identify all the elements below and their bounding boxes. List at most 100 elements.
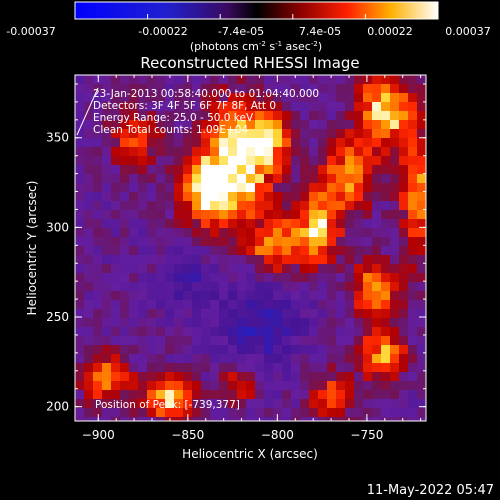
heatmap-cell [111, 156, 121, 166]
heatmap-cell [111, 201, 121, 211]
heatmap-cell [336, 201, 346, 211]
heatmap-cell [237, 363, 247, 373]
heatmap-cell [183, 174, 193, 184]
heatmap-cell [291, 156, 301, 166]
heatmap-cell [264, 111, 274, 121]
heatmap-cell [93, 228, 103, 238]
heatmap-cell [255, 336, 265, 346]
heatmap-cell [300, 102, 310, 112]
heatmap-cell [318, 120, 328, 130]
heatmap-cell [417, 336, 426, 346]
heatmap-cell [102, 354, 112, 364]
heatmap-cell [165, 381, 175, 391]
annotation-peak-position: Position of Peak: [-739,377] [95, 399, 240, 411]
heatmap-cell [363, 219, 373, 229]
heatmap-cell [336, 84, 346, 94]
heatmap-cell [192, 156, 202, 166]
heatmap-cell [363, 138, 373, 148]
heatmap-cell [408, 399, 418, 409]
heatmap-cell [300, 381, 310, 391]
heatmap-cell [246, 273, 256, 283]
heatmap-cell [354, 318, 364, 328]
colorbar-tick-label: -0.00037 [6, 25, 55, 38]
heatmap-cell [255, 255, 265, 265]
heatmap-cell [93, 390, 103, 400]
heatmap-cell [255, 156, 265, 166]
heatmap-cell [318, 264, 328, 274]
heatmap-cell [93, 237, 103, 247]
heatmap-cell [174, 300, 184, 310]
heatmap-cell [237, 138, 247, 148]
heatmap-cell [336, 408, 346, 418]
heatmap-cell [327, 318, 337, 328]
heatmap-cell [300, 354, 310, 364]
heatmap-cell [390, 354, 400, 364]
heatmap-cell [318, 228, 328, 238]
heatmap-cell [93, 291, 103, 301]
heatmap-cell [255, 120, 265, 130]
colorbar-tick-label: 0.00037 [445, 25, 491, 38]
heatmap-cell [336, 237, 346, 247]
heatmap-cell [255, 174, 265, 184]
heatmap-cell [120, 237, 130, 247]
heatmap-cell [291, 372, 301, 382]
heatmap-cell [156, 120, 166, 130]
heatmap-cell [309, 381, 319, 391]
heatmap-cell [282, 399, 292, 409]
heatmap-cell [201, 345, 211, 355]
heatmap-cell [174, 363, 184, 373]
heatmap-cell [408, 255, 418, 265]
heatmap-cell [255, 219, 265, 229]
heatmap-cell [129, 246, 139, 256]
heatmap-cell [309, 75, 319, 85]
heatmap-cell [156, 354, 166, 364]
heatmap-cell [210, 408, 220, 418]
heatmap-cell [237, 93, 247, 103]
heatmap-cell [75, 84, 85, 94]
heatmap-cell [327, 84, 337, 94]
heatmap-cell [390, 291, 400, 301]
heatmap-cell [336, 174, 346, 184]
heatmap-cell [300, 291, 310, 301]
heatmap-cell [399, 102, 409, 112]
heatmap-cell [399, 156, 409, 166]
heatmap-cell [93, 345, 103, 355]
heatmap-cell [174, 291, 184, 301]
heatmap-cell [318, 255, 328, 265]
heatmap-cell [345, 84, 355, 94]
heatmap-cell [381, 417, 391, 421]
heatmap-cell [345, 399, 355, 409]
heatmap-cell [156, 210, 166, 220]
heatmap-cell [93, 318, 103, 328]
heatmap-cell [390, 417, 400, 421]
heatmap-cell [165, 228, 175, 238]
heatmap-cell [354, 255, 364, 265]
heatmap-cell [165, 129, 175, 139]
heatmap-cell [327, 390, 337, 400]
heatmap-cell [300, 111, 310, 121]
heatmap-cell [84, 147, 94, 157]
heatmap-cell [282, 246, 292, 256]
heatmap-cell [120, 129, 130, 139]
heatmap-cell [291, 318, 301, 328]
heatmap-cell [390, 183, 400, 193]
heatmap-cell [156, 237, 166, 247]
heatmap-cell [147, 138, 157, 148]
heatmap-cell [291, 399, 301, 409]
heatmap-cell [75, 327, 85, 337]
heatmap-cell [219, 183, 229, 193]
heatmap-cell [120, 273, 130, 283]
heatmap-cell [273, 381, 283, 391]
heatmap-cell [336, 300, 346, 310]
heatmap-cell [120, 147, 130, 157]
heatmap-cell [417, 93, 426, 103]
heatmap-cell [237, 228, 247, 238]
heatmap-cell [381, 273, 391, 283]
heatmap-cell [102, 408, 112, 418]
heatmap-cell [318, 102, 328, 112]
heatmap-cell [138, 75, 148, 85]
heatmap-cell [381, 183, 391, 193]
heatmap-cell [102, 309, 112, 319]
heatmap-cell [381, 129, 391, 139]
heatmap-cell [192, 282, 202, 292]
